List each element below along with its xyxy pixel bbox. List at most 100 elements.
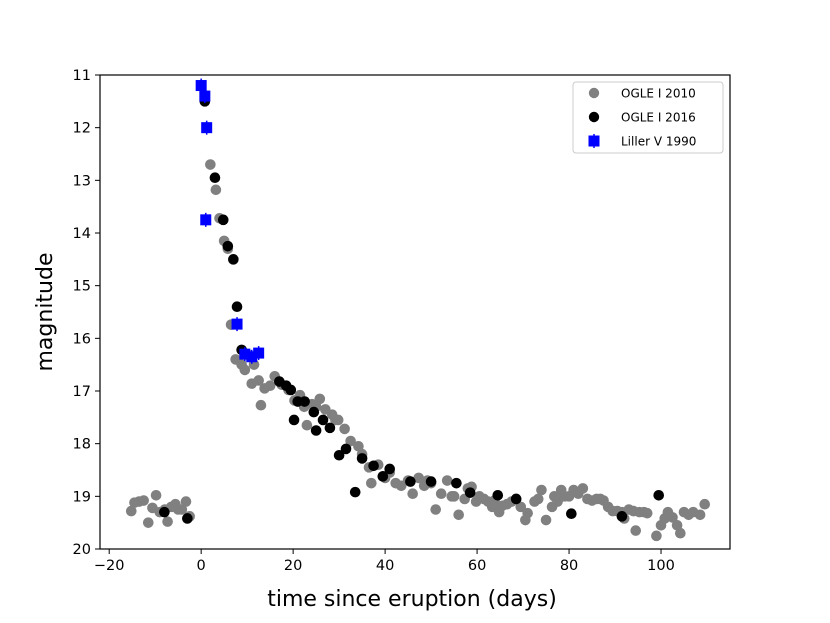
data-point (182, 513, 193, 524)
data-point (231, 301, 243, 313)
x-tick-label: 20 (284, 558, 302, 574)
y-tick-label: 12 (73, 121, 91, 137)
data-point (339, 423, 350, 435)
data-point (510, 493, 522, 505)
data-point (667, 512, 678, 523)
data-point (253, 375, 264, 386)
data-point (200, 214, 212, 226)
data-point (453, 509, 464, 521)
data-point (239, 364, 251, 376)
data-point (150, 489, 162, 501)
y-tick-label: 14 (73, 226, 91, 242)
data-point (310, 425, 322, 436)
data-point (209, 172, 221, 183)
data-point (255, 399, 267, 411)
y-tick-label: 20 (73, 542, 91, 558)
data-point (231, 318, 243, 330)
data-point (464, 487, 476, 498)
data-point (349, 486, 361, 498)
data-point (630, 525, 642, 536)
data-point (675, 527, 686, 539)
data-point (430, 504, 441, 515)
data-point (201, 122, 213, 134)
data-point (641, 507, 653, 519)
y-tick-label: 17 (73, 384, 91, 400)
data-point (222, 240, 234, 252)
data-point (301, 419, 313, 431)
data-point (288, 414, 300, 426)
y-tick-label: 18 (73, 437, 91, 453)
data-point (205, 159, 216, 170)
data-point (694, 509, 706, 521)
series-ogle-i-2010 (125, 159, 711, 542)
data-point (314, 393, 326, 405)
legend-label-liller-1990: Liller V 1990 (621, 135, 696, 149)
data-point (651, 530, 662, 542)
data-point (199, 90, 211, 102)
data-point (699, 498, 711, 510)
y-axis-label: magnitude (33, 252, 58, 371)
plot-area-frame (99, 74, 731, 550)
data-point (264, 380, 276, 392)
x-tick-label: 80 (560, 558, 578, 574)
data-point (425, 476, 437, 487)
data-point (142, 517, 154, 528)
data-point (239, 348, 251, 360)
data-point (285, 384, 297, 396)
data-point (441, 475, 453, 486)
data-point (435, 488, 447, 500)
y-tick-label: 19 (73, 489, 91, 505)
data-point (356, 453, 368, 464)
data-point (405, 476, 416, 487)
data-point (246, 351, 258, 363)
legend-marker-ogle-2016 (588, 111, 600, 123)
data-point (384, 463, 396, 475)
data-point (332, 414, 344, 426)
data-point (299, 396, 310, 407)
data-point (333, 449, 345, 461)
data-point (159, 506, 170, 518)
data-point (228, 254, 239, 265)
data-point (492, 489, 504, 501)
data-point (162, 516, 173, 527)
data-points-layer (125, 78, 711, 542)
data-point (536, 484, 547, 496)
data-point (368, 460, 379, 472)
data-point (577, 483, 589, 494)
data-point (413, 472, 424, 484)
y-tick-label: 11 (73, 68, 91, 84)
data-point (532, 493, 544, 505)
data-point (448, 491, 460, 502)
data-point (317, 414, 329, 426)
y-tick-label: 16 (73, 331, 91, 347)
x-tick-label: 40 (376, 558, 394, 574)
data-point (210, 184, 222, 196)
data-point (522, 507, 533, 519)
data-point (195, 80, 207, 92)
x-tick-label: 0 (197, 558, 206, 574)
data-point (377, 471, 389, 482)
x-axis-label: time since eruption (days) (267, 587, 557, 612)
y-tick-label: 13 (73, 173, 91, 189)
data-point (340, 443, 352, 455)
data-point (616, 511, 628, 522)
data-point (176, 504, 188, 515)
legend-label-ogle-2010: OGLE I 2010 (621, 87, 696, 101)
data-point (253, 347, 265, 359)
data-point (180, 496, 192, 507)
data-point (366, 477, 377, 489)
data-point (407, 488, 419, 500)
x-tick-label: 60 (468, 558, 486, 574)
x-tick-label: −20 (94, 558, 125, 574)
x-tick-label: 100 (647, 558, 675, 574)
legend-box (572, 81, 724, 154)
data-point (217, 214, 229, 226)
series-ogle-i-2016 (159, 96, 665, 524)
data-point (308, 406, 320, 418)
series-liller-v-1990 (195, 78, 265, 364)
data-point (345, 435, 356, 447)
data-point (125, 505, 137, 517)
data-point (540, 514, 552, 526)
